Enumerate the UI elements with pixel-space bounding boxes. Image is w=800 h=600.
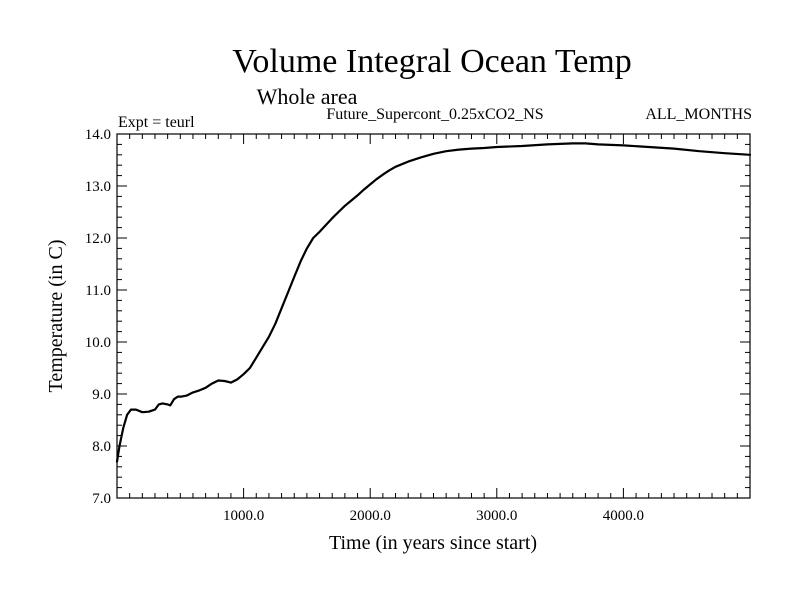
- y-tick-label: 8.0: [92, 439, 111, 455]
- run-name-label: Future_Supercont_0.25xCO2_NS: [326, 106, 543, 123]
- x-axis-label: Time (in years since start): [329, 532, 537, 554]
- y-tick-label: 7.0: [92, 491, 111, 507]
- period-label: ALL_MONTHS: [645, 106, 752, 123]
- chart-subtitle: Whole area: [257, 84, 358, 109]
- tick-labels: 1000.0 2000.0 3000.0 4000.0 7.0 8.0 9.0 10.0 11.…: [85, 127, 644, 524]
- plot-frame: [116, 133, 751, 499]
- y-axis-label: Temperature (in C): [45, 240, 67, 393]
- x-tick-label: 4000.0: [603, 508, 644, 524]
- x-tick-label: 3000.0: [476, 508, 517, 524]
- axis-ticks: [117, 134, 750, 498]
- x-tick-label: 1000.0: [223, 508, 264, 524]
- y-tick-label: 14.0: [85, 127, 111, 143]
- x-tick-label: 2000.0: [350, 508, 391, 524]
- experiment-label: Expt = teurl: [118, 114, 195, 131]
- series-line: [115, 142, 752, 463]
- y-tick-label: 12.0: [85, 231, 111, 247]
- y-tick-label: 13.0: [85, 179, 111, 195]
- y-tick-label: 10.0: [85, 335, 111, 351]
- y-tick-label: 9.0: [92, 387, 111, 403]
- chart-title: Volume Integral Ocean Temp: [232, 43, 632, 80]
- y-tick-label: 11.0: [85, 283, 111, 299]
